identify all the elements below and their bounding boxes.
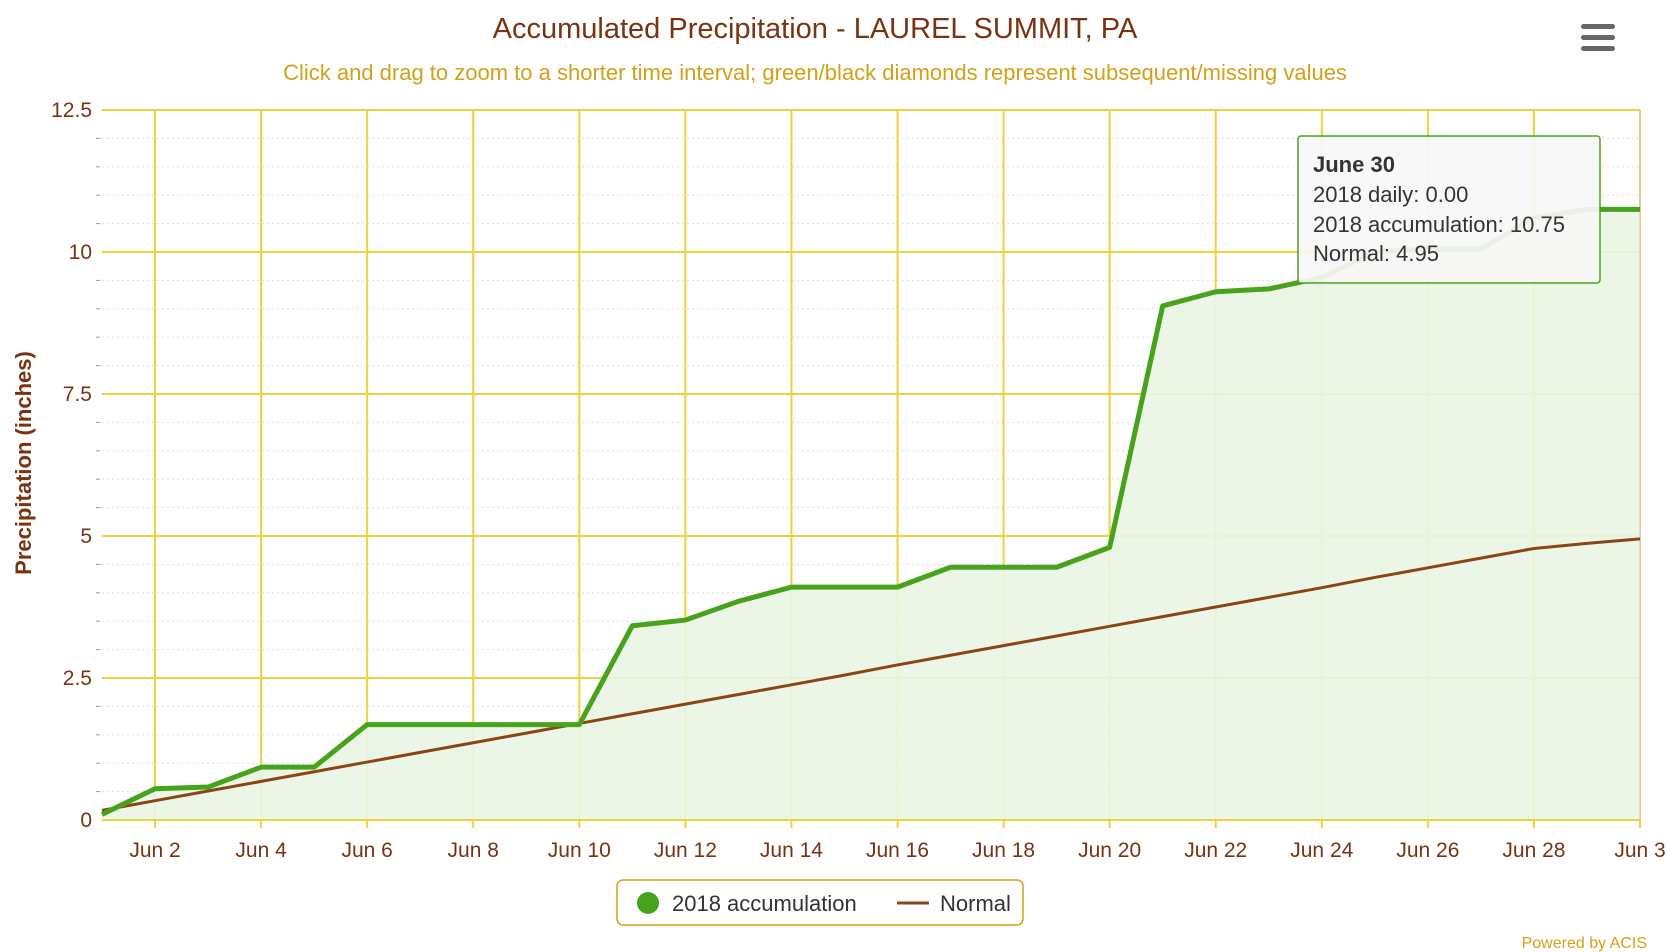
tooltip-box <box>1297 135 1601 284</box>
x-tick-label: Jun 14 <box>760 839 823 862</box>
accumulation-point[interactable] <box>151 785 159 793</box>
x-tick-label: Jun 2 <box>129 839 180 862</box>
accumulation-point[interactable] <box>628 622 636 630</box>
accumulation-point[interactable] <box>1000 563 1008 571</box>
accumulation-point[interactable] <box>310 763 318 771</box>
accumulation-point[interactable] <box>469 721 477 729</box>
legend-box <box>616 879 1024 926</box>
accumulation-point[interactable] <box>840 583 848 591</box>
x-tick-label: Jun 26 <box>1396 839 1459 862</box>
accumulation-point[interactable] <box>522 721 530 729</box>
y-tick-label: 7.5 <box>63 383 92 406</box>
x-tick-label: Jun 10 <box>548 839 611 862</box>
y-tick-label: 0 <box>80 809 92 832</box>
accumulation-point[interactable] <box>1212 288 1220 296</box>
legend-item-accumulation[interactable]: 2018 accumulation <box>637 891 857 916</box>
x-tick-label: Jun 6 <box>341 839 392 862</box>
x-tick-label: Jun 22 <box>1184 839 1247 862</box>
series-area-layer <box>102 110 1641 820</box>
y-tick-label: 10 <box>69 241 92 264</box>
chart-subtitle: Click and drag to zoom to a shorter time… <box>283 60 1347 85</box>
x-tick-label: Jun 24 <box>1290 839 1353 862</box>
tooltip-accumulation: 2018 accumulation: 10.75 <box>1313 212 1565 237</box>
x-tick-label: Jun 20 <box>1078 839 1141 862</box>
tooltip-normal: Normal: 4.95 <box>1313 241 1439 266</box>
accumulation-point[interactable] <box>787 583 795 591</box>
y-tick-label: 2.5 <box>63 667 92 690</box>
tooltip-date: June 30 <box>1313 152 1395 177</box>
y-tick-label: 5 <box>80 525 92 548</box>
accumulation-point[interactable] <box>416 721 424 729</box>
legend-label-accumulation: 2018 accumulation <box>672 891 857 916</box>
axes: 0 2.5 5 7.5 10 12.5 Jun 2 Jun 4 Jun 6 Jun 8 Jun 10… <box>51 99 1666 862</box>
accumulation-point[interactable] <box>1159 302 1167 310</box>
x-tick-label: Jun 12 <box>654 839 717 862</box>
accumulation-point[interactable] <box>98 810 106 818</box>
accumulation-point[interactable] <box>204 783 212 791</box>
accumulation-point[interactable] <box>947 563 955 571</box>
y-axis-label: Precipitation (inches) <box>11 351 36 575</box>
accumulation-point[interactable] <box>734 597 742 605</box>
x-tick-label: Jun 8 <box>448 839 499 862</box>
x-tick-label: Jun 28 <box>1502 839 1565 862</box>
accumulation-point[interactable] <box>1636 205 1644 213</box>
legend-circle-icon <box>637 892 659 914</box>
x-tick-label: Jun 18 <box>972 839 1035 862</box>
accumulation-point[interactable] <box>575 721 583 729</box>
chart-title: Accumulated Precipitation - LAUREL SUMMI… <box>493 13 1138 45</box>
accumulation-area <box>102 209 1640 820</box>
x-tick-label: Jun 16 <box>866 839 929 862</box>
accumulation-point[interactable] <box>1265 285 1273 293</box>
accumulation-point[interactable] <box>894 583 902 591</box>
normal-line <box>101 537 1641 812</box>
hamburger-menu-icon[interactable] <box>1578 18 1618 58</box>
legend-label-normal: Normal <box>940 891 1011 916</box>
accumulation-point[interactable] <box>257 763 265 771</box>
accumulation-point[interactable] <box>1053 563 1061 571</box>
tooltip-daily: 2018 daily: 0.00 <box>1313 182 1468 207</box>
x-tick-label: Jun 3 <box>1614 839 1665 862</box>
legend-item-normal[interactable]: Normal <box>897 891 1011 916</box>
tooltip: June 30 2018 daily: 0.00 2018 accumulati… <box>1297 135 1601 284</box>
credit-link[interactable]: Powered by ACIS <box>1522 935 1647 952</box>
accumulation-point[interactable] <box>1106 543 1114 551</box>
accumulation-point[interactable] <box>681 616 689 624</box>
y-tick-label: 12.5 <box>51 99 92 122</box>
legend: 2018 accumulation Normal <box>616 879 1024 926</box>
x-tick-label: Jun 4 <box>235 839 287 862</box>
accumulation-point[interactable] <box>363 721 371 729</box>
